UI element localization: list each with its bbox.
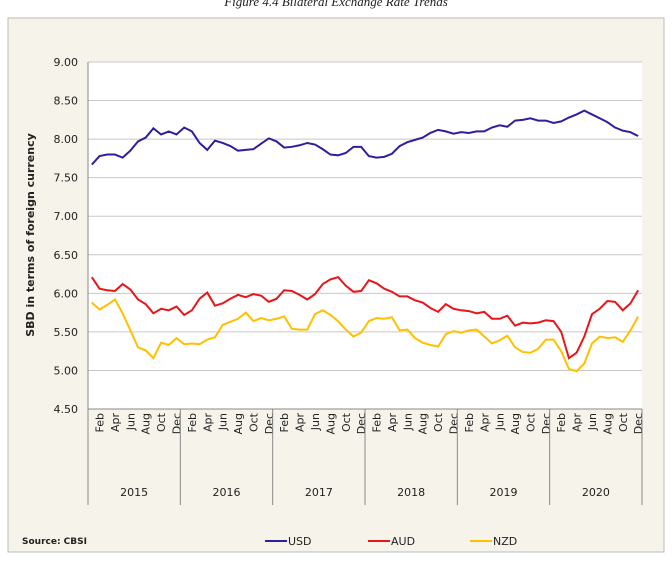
x-tick-label: Dec (632, 413, 645, 434)
x-tick-label: Apr (478, 413, 491, 433)
x-tick-label: Aug (417, 413, 430, 434)
series-line (91, 276, 640, 360)
series-line (91, 109, 639, 166)
x-tick-label: Jun (494, 413, 507, 431)
x-tick-label: Dec (263, 413, 276, 434)
x-tick-label: Feb (463, 413, 476, 432)
y-tick-label: 6.50 (54, 249, 79, 262)
x-tick-label: Dec (540, 413, 553, 434)
x-tick-label: Oct (340, 412, 353, 432)
plot-area (88, 62, 642, 409)
y-tick-label: 5.50 (54, 326, 79, 339)
x-tick-label: Oct (155, 412, 168, 432)
x-tick-label: Aug (232, 413, 245, 434)
y-tick-label: 7.50 (54, 172, 79, 185)
y-tick-label: 8.50 (54, 95, 79, 108)
group-label: 2015 (120, 486, 148, 499)
x-tick-label: Apr (571, 413, 584, 433)
x-tick-label: Jun (309, 413, 322, 431)
x-tick-label: Aug (140, 413, 153, 434)
x-tick-label: Apr (201, 413, 214, 433)
x-tick-label: Feb (371, 413, 384, 432)
x-tick-label: Jun (586, 413, 599, 431)
group-label: 2020 (582, 486, 610, 499)
x-tick-label: Feb (94, 413, 107, 432)
x-tick-label: Feb (186, 413, 199, 432)
x-tick-label: Dec (355, 413, 368, 434)
legend-label: NZD (493, 535, 517, 548)
x-tick-label: Jun (401, 413, 414, 431)
group-label: 2016 (213, 486, 241, 499)
y-tick-label: 9.00 (54, 56, 79, 69)
x-tick-label: Apr (294, 413, 307, 433)
x-tick-label: Dec (447, 413, 460, 434)
x-tick-label: Aug (601, 413, 614, 434)
group-label: 2019 (490, 486, 518, 499)
y-tick-label: 8.00 (54, 133, 79, 146)
y-axis-label: SBD in terms of foreign currency (24, 133, 37, 337)
y-tick-label: 5.00 (54, 364, 79, 377)
x-tick-label: Oct (432, 412, 445, 432)
x-tick-label: Oct (247, 412, 260, 432)
source-note: Source: CBSI (22, 537, 87, 547)
group-label: 2017 (305, 486, 333, 499)
x-tick-label: Apr (109, 413, 122, 433)
group-label: 2018 (397, 486, 425, 499)
x-tick-label: Aug (324, 413, 337, 434)
x-tick-label: Feb (278, 413, 291, 432)
legend-label: USD (288, 535, 312, 548)
y-tick-label: 4.50 (54, 403, 79, 416)
series-line (91, 298, 640, 373)
legend-label: AUD (391, 535, 415, 548)
x-tick-label: Apr (386, 413, 399, 433)
y-tick-label: 6.00 (54, 287, 79, 300)
x-tick-label: Jun (124, 413, 137, 431)
x-tick-label: Jun (217, 413, 230, 431)
x-tick-label: Feb (555, 413, 568, 432)
x-tick-label: Aug (509, 413, 522, 434)
x-tick-label: Dec (170, 413, 183, 434)
chart-title: Figure 4.4 Bilateral Exchange Rate Trend… (223, 0, 448, 9)
y-tick-label: 7.00 (54, 210, 79, 223)
x-tick-label: Oct (524, 412, 537, 432)
x-tick-label: Oct (617, 412, 630, 432)
